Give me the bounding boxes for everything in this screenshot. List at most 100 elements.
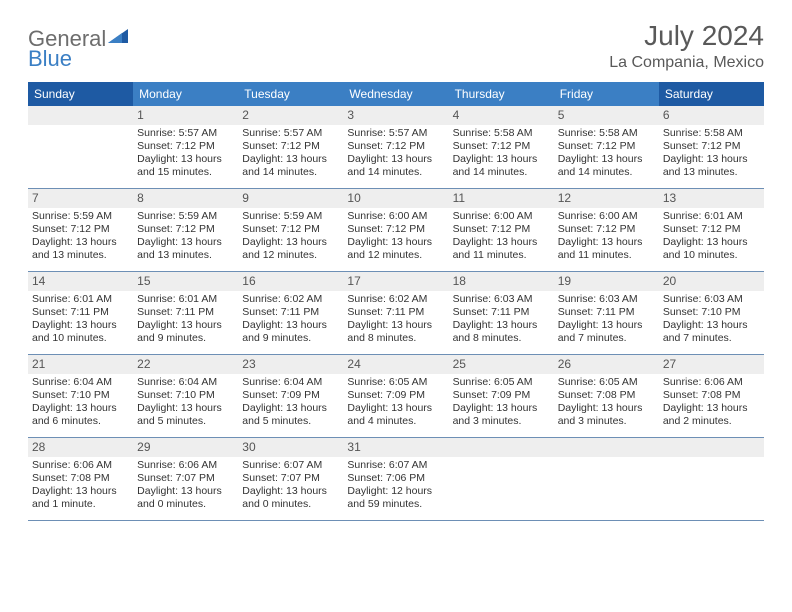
day-line-dl2: and 7 minutes. [663, 332, 760, 345]
day-cell: 27Sunrise: 6:06 AMSunset: 7:08 PMDayligh… [659, 355, 764, 437]
day-line-dl1: Daylight: 13 hours [453, 153, 550, 166]
day-line-dl2: and 5 minutes. [242, 415, 339, 428]
day-line-dl2: and 11 minutes. [558, 249, 655, 262]
day-cell: 30Sunrise: 6:07 AMSunset: 7:07 PMDayligh… [238, 438, 343, 520]
day-line-sunrise: Sunrise: 5:58 AM [453, 127, 550, 140]
day-body: Sunrise: 6:07 AMSunset: 7:07 PMDaylight:… [238, 457, 343, 516]
day-line-dl2: and 13 minutes. [663, 166, 760, 179]
day-cell: 4Sunrise: 5:58 AMSunset: 7:12 PMDaylight… [449, 106, 554, 188]
day-line-sunset: Sunset: 7:11 PM [347, 306, 444, 319]
day-line-sunset: Sunset: 7:09 PM [242, 389, 339, 402]
day-body: Sunrise: 6:04 AMSunset: 7:09 PMDaylight:… [238, 374, 343, 433]
day-line-sunrise: Sunrise: 6:07 AM [347, 459, 444, 472]
day-cell: 2Sunrise: 5:57 AMSunset: 7:12 PMDaylight… [238, 106, 343, 188]
day-line-sunset: Sunset: 7:11 PM [558, 306, 655, 319]
day-line-dl1: Daylight: 13 hours [242, 485, 339, 498]
day-line-sunset: Sunset: 7:11 PM [137, 306, 234, 319]
day-body: Sunrise: 5:57 AMSunset: 7:12 PMDaylight:… [238, 125, 343, 184]
day-number: 25 [449, 355, 554, 374]
day-line-sunset: Sunset: 7:12 PM [663, 140, 760, 153]
day-line-dl1: Daylight: 13 hours [663, 319, 760, 332]
day-cell: 26Sunrise: 6:05 AMSunset: 7:08 PMDayligh… [554, 355, 659, 437]
day-number: 1 [133, 106, 238, 125]
day-line-dl1: Daylight: 13 hours [558, 236, 655, 249]
month-title: July 2024 [609, 20, 764, 52]
day-body: Sunrise: 5:59 AMSunset: 7:12 PMDaylight:… [28, 208, 133, 267]
day-line-dl2: and 59 minutes. [347, 498, 444, 511]
day-cell: 24Sunrise: 6:05 AMSunset: 7:09 PMDayligh… [343, 355, 448, 437]
day-line-dl1: Daylight: 13 hours [558, 153, 655, 166]
day-number: 29 [133, 438, 238, 457]
day-number: 16 [238, 272, 343, 291]
day-cell: 6Sunrise: 5:58 AMSunset: 7:12 PMDaylight… [659, 106, 764, 188]
day-line-dl1: Daylight: 13 hours [32, 236, 129, 249]
day-line-sunrise: Sunrise: 6:01 AM [663, 210, 760, 223]
day-line-sunrise: Sunrise: 6:04 AM [242, 376, 339, 389]
day-line-sunrise: Sunrise: 6:05 AM [558, 376, 655, 389]
day-line-sunrise: Sunrise: 6:06 AM [663, 376, 760, 389]
day-header: Saturday [659, 82, 764, 106]
day-number: 28 [28, 438, 133, 457]
day-body: Sunrise: 5:58 AMSunset: 7:12 PMDaylight:… [659, 125, 764, 184]
day-line-sunrise: Sunrise: 6:00 AM [347, 210, 444, 223]
day-line-sunrise: Sunrise: 6:03 AM [453, 293, 550, 306]
day-cell: 29Sunrise: 6:06 AMSunset: 7:07 PMDayligh… [133, 438, 238, 520]
day-body: Sunrise: 6:02 AMSunset: 7:11 PMDaylight:… [238, 291, 343, 350]
day-body: Sunrise: 5:57 AMSunset: 7:12 PMDaylight:… [133, 125, 238, 184]
day-number: 21 [28, 355, 133, 374]
day-line-sunrise: Sunrise: 6:01 AM [137, 293, 234, 306]
day-number [554, 438, 659, 457]
day-body: Sunrise: 5:59 AMSunset: 7:12 PMDaylight:… [133, 208, 238, 267]
day-line-sunset: Sunset: 7:09 PM [347, 389, 444, 402]
day-line-sunset: Sunset: 7:12 PM [137, 223, 234, 236]
day-line-dl1: Daylight: 13 hours [347, 319, 444, 332]
day-line-dl2: and 13 minutes. [32, 249, 129, 262]
day-line-sunrise: Sunrise: 5:59 AM [242, 210, 339, 223]
day-number: 20 [659, 272, 764, 291]
day-cell: 28Sunrise: 6:06 AMSunset: 7:08 PMDayligh… [28, 438, 133, 520]
day-cell: 9Sunrise: 5:59 AMSunset: 7:12 PMDaylight… [238, 189, 343, 271]
day-header: Monday [133, 82, 238, 106]
day-header: Sunday [28, 82, 133, 106]
day-cell: 7Sunrise: 5:59 AMSunset: 7:12 PMDaylight… [28, 189, 133, 271]
day-line-dl2: and 12 minutes. [242, 249, 339, 262]
day-line-sunset: Sunset: 7:11 PM [242, 306, 339, 319]
day-body: Sunrise: 6:00 AMSunset: 7:12 PMDaylight:… [449, 208, 554, 267]
day-line-dl1: Daylight: 13 hours [242, 153, 339, 166]
day-line-sunrise: Sunrise: 5:57 AM [137, 127, 234, 140]
day-number [28, 106, 133, 125]
day-cell: 1Sunrise: 5:57 AMSunset: 7:12 PMDaylight… [133, 106, 238, 188]
week-row: 14Sunrise: 6:01 AMSunset: 7:11 PMDayligh… [28, 272, 764, 355]
day-number: 22 [133, 355, 238, 374]
day-line-dl1: Daylight: 13 hours [453, 319, 550, 332]
day-number: 13 [659, 189, 764, 208]
day-line-sunrise: Sunrise: 5:58 AM [663, 127, 760, 140]
day-cell: 5Sunrise: 5:58 AMSunset: 7:12 PMDaylight… [554, 106, 659, 188]
day-body: Sunrise: 6:04 AMSunset: 7:10 PMDaylight:… [133, 374, 238, 433]
day-line-sunrise: Sunrise: 6:05 AM [347, 376, 444, 389]
day-header: Tuesday [238, 82, 343, 106]
day-number: 3 [343, 106, 448, 125]
day-line-sunset: Sunset: 7:11 PM [32, 306, 129, 319]
day-line-sunrise: Sunrise: 5:58 AM [558, 127, 655, 140]
day-line-dl1: Daylight: 13 hours [453, 402, 550, 415]
day-line-sunset: Sunset: 7:07 PM [137, 472, 234, 485]
day-line-sunrise: Sunrise: 5:57 AM [347, 127, 444, 140]
day-line-sunset: Sunset: 7:10 PM [137, 389, 234, 402]
day-body: Sunrise: 6:06 AMSunset: 7:08 PMDaylight:… [659, 374, 764, 433]
day-line-dl2: and 8 minutes. [453, 332, 550, 345]
day-line-sunrise: Sunrise: 6:03 AM [663, 293, 760, 306]
day-body: Sunrise: 6:05 AMSunset: 7:09 PMDaylight:… [343, 374, 448, 433]
day-line-dl2: and 3 minutes. [558, 415, 655, 428]
day-number: 17 [343, 272, 448, 291]
day-line-sunrise: Sunrise: 6:06 AM [137, 459, 234, 472]
day-line-sunset: Sunset: 7:12 PM [242, 140, 339, 153]
day-line-dl1: Daylight: 13 hours [137, 153, 234, 166]
day-cell: 13Sunrise: 6:01 AMSunset: 7:12 PMDayligh… [659, 189, 764, 271]
day-line-dl2: and 5 minutes. [137, 415, 234, 428]
day-number: 19 [554, 272, 659, 291]
day-line-sunset: Sunset: 7:10 PM [663, 306, 760, 319]
day-body: Sunrise: 6:06 AMSunset: 7:07 PMDaylight:… [133, 457, 238, 516]
day-body: Sunrise: 6:01 AMSunset: 7:11 PMDaylight:… [133, 291, 238, 350]
day-line-dl2: and 9 minutes. [137, 332, 234, 345]
